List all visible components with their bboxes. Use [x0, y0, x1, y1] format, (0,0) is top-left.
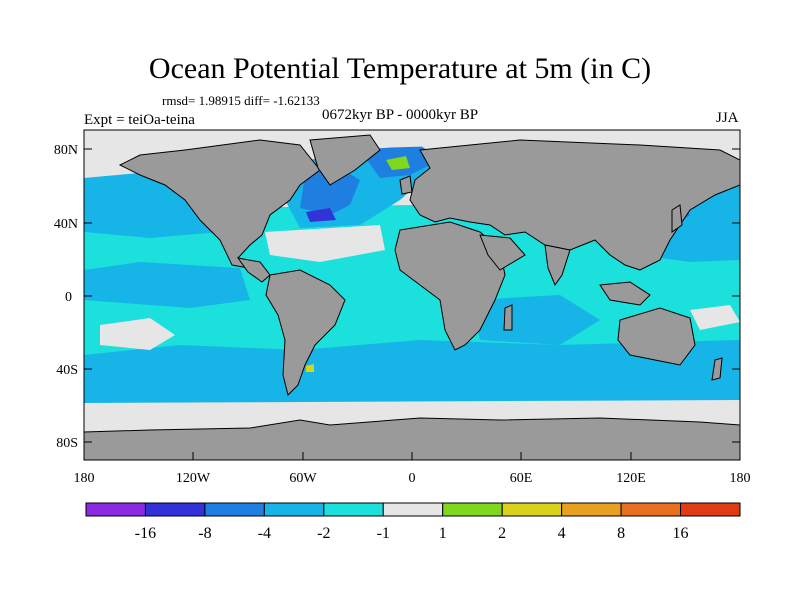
colorbar-labels: -16 -8 -4 -2 -1 1 2 4 8 16 [135, 525, 689, 542]
colorbar [85, 502, 741, 517]
colorbar-swatch [382, 502, 444, 517]
north-atlantic-deep-blue [306, 208, 336, 222]
greenland [309, 134, 381, 186]
period-label: 0672kyr BP - 0000kyr BP [322, 107, 479, 123]
south-indian-white [690, 305, 740, 330]
lat-label-40n: 40N [54, 217, 78, 232]
lon-label-120w: 120W [176, 471, 211, 486]
indian-ocean-blue [470, 295, 600, 345]
lon-label-180e: 180 [730, 471, 751, 486]
uk [399, 175, 413, 195]
lon-label-0: 0 [409, 471, 416, 486]
australia [617, 307, 696, 366]
colorbar-swatch [680, 502, 741, 517]
lat-label-80s: 80S [56, 436, 78, 451]
japan [671, 204, 683, 233]
colorbar-label: -4 [258, 525, 271, 542]
map-area [84, 130, 740, 460]
colorbar-swatch [204, 502, 265, 517]
experiment-label: Expt = teiOa-teina [84, 112, 195, 128]
lat-axis [84, 148, 740, 443]
colorbar-swatch [85, 502, 146, 517]
lon-label-60w: 60W [289, 471, 317, 486]
colorbar-swatch [442, 502, 503, 517]
south-pacific-white [100, 318, 175, 350]
south-ocean-blue [84, 340, 740, 404]
lat-label-80n: 80N [54, 143, 78, 158]
north-atlantic-dark-blue [300, 165, 360, 215]
eurasia [409, 139, 740, 271]
south-atlantic-yellow-patch [306, 364, 314, 372]
stats-label: rmsd= 1.98915 diff= -1.62133 [162, 93, 320, 108]
arabia [479, 234, 526, 271]
colorbar-label: -16 [135, 525, 156, 542]
lon-label-60e: 60E [510, 471, 533, 486]
madagascar [503, 304, 513, 331]
greenland-sea-green-patch [386, 156, 410, 170]
arctic-white [84, 130, 740, 160]
lon-axis [83, 452, 741, 460]
southern-ocean-white [84, 400, 740, 420]
colorbar-label: 1 [439, 525, 447, 542]
colorbar-swatch [263, 502, 325, 517]
colorbar-swatch [501, 502, 563, 517]
season-label: JJA [716, 110, 739, 126]
colorbar-swatch [561, 502, 622, 517]
lon-label-180w: 180 [74, 471, 95, 486]
colorbar-label: -2 [317, 525, 330, 542]
colorbar-swatch [323, 502, 384, 517]
subtropical-atlantic-white [265, 225, 385, 262]
colorbar-label: 16 [673, 525, 689, 542]
colorbar-label: 2 [498, 525, 506, 542]
india [544, 244, 571, 287]
colorbar-swatch [620, 502, 682, 517]
south-america [265, 269, 346, 396]
lat-label-40s: 40S [56, 363, 78, 378]
lon-label-120e: 120E [616, 471, 646, 486]
colorbar-label: -8 [198, 525, 211, 542]
colorbar-swatch [144, 502, 206, 517]
colorbar-label: 8 [617, 525, 625, 542]
map-title: Ocean Potential Temperature at 5m (in C) [148, 52, 652, 85]
new-zealand [711, 357, 723, 381]
antarctica [84, 417, 740, 460]
colorbar-label: -1 [377, 525, 390, 542]
southeast-asia-islands [599, 281, 651, 306]
lat-label-0: 0 [65, 290, 72, 305]
landmasses [84, 134, 740, 460]
colorbar-label: 4 [558, 525, 566, 542]
equatorial-pacific-blue [84, 262, 250, 308]
central-america [236, 257, 271, 283]
